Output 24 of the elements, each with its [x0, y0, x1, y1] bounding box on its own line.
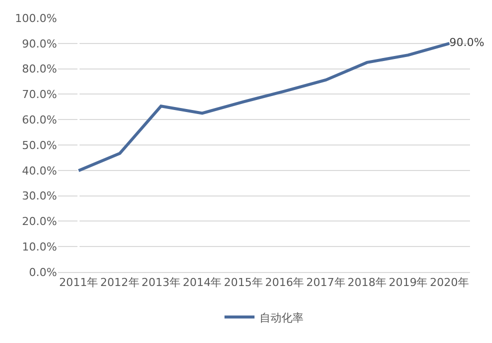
x-tick-label: 2018年 [348, 276, 386, 290]
y-tick-label: 30.0% [22, 190, 57, 203]
data-label: 90.0% [449, 36, 484, 50]
legend-label: 自动化率 [260, 311, 304, 324]
y-tick-label: 10.0% [22, 240, 57, 254]
y-tick-label: 40.0% [22, 164, 57, 178]
y-tick-label: 20.0% [22, 215, 57, 228]
x-tick-label: 2012年 [100, 276, 140, 290]
y-tick-label: 80.0% [22, 62, 57, 76]
y-tick-label: 70.0% [22, 88, 57, 102]
x-tick-label: 2016年 [265, 276, 304, 290]
y-tick-label: 100.0% [15, 12, 57, 25]
x-tick-label: 2020年 [430, 276, 469, 290]
x-tick-label: 2013年 [142, 276, 180, 290]
y-tick-label: 90.0% [22, 37, 57, 50]
x-tick-label: 2011年 [59, 276, 98, 290]
x-tick-label: 2019年 [388, 276, 428, 290]
y-tick-label: 0.0% [29, 266, 57, 279]
line-series [77, 42, 451, 172]
y-tick-label: 60.0% [22, 113, 57, 126]
x-tick-label: 2017年 [306, 276, 346, 290]
x-tick-label: 2015年 [224, 276, 263, 290]
x-tick-label: 2014年 [182, 276, 222, 290]
y-tick-label: 50.0% [22, 138, 57, 152]
